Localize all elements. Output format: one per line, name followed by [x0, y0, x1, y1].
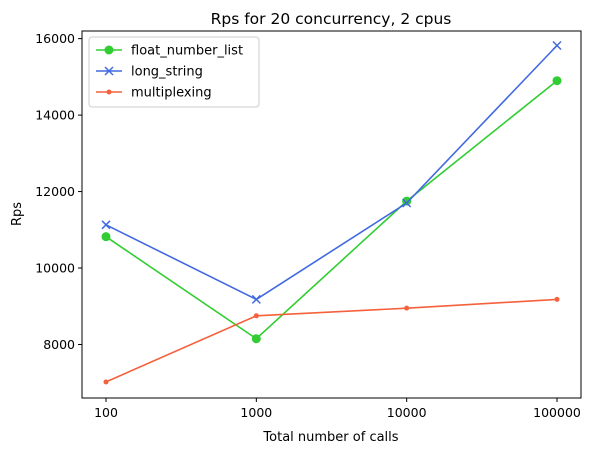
legend-box	[88, 36, 260, 108]
data-point-float_number_list-10000	[402, 196, 412, 206]
y-tick-label-12000: 12000	[35, 184, 75, 199]
series-line-long_string	[105, 44, 558, 301]
legend-label-long_string: long_string	[131, 65, 203, 80]
series-line-float_number_list	[105, 80, 558, 340]
legend: float_number_list long_string multiplexing	[88, 36, 260, 108]
data-point-multiplexing-1000	[253, 313, 259, 319]
x-tick-label-100: 100	[94, 405, 118, 420]
x-axis-label: Total number of calls	[262, 430, 398, 445]
data-point-long_string-1000	[251, 294, 261, 304]
x-tick-label-10000: 10000	[387, 405, 427, 420]
x-tick-label-1000: 1000	[240, 405, 272, 420]
x-axis: 100 1000 10000 100000	[94, 398, 581, 420]
legend-label-float_number_list: float_number_list	[131, 44, 243, 59]
data-point-long_string-100	[101, 220, 111, 230]
data-point-long_string-1000-stroke-b	[251, 294, 261, 304]
legend-marker-long_string	[104, 66, 114, 76]
y-tick-label-14000: 14000	[35, 108, 75, 123]
data-point-long_string-100000	[552, 40, 562, 51]
y-axis: 8000 10000 12000 14000 16000	[35, 31, 82, 352]
legend-marker-long_string-stroke-b	[104, 66, 114, 76]
plot-frame	[81, 30, 582, 399]
data-point-float_number_list-1000	[251, 334, 261, 344]
data-point-long_string-100000-stroke-b	[552, 40, 562, 51]
legend-label-multiplexing: multiplexing	[131, 86, 212, 101]
plot-marks	[101, 40, 562, 385]
legend-marker-multiplexing	[106, 89, 112, 95]
chart-title: Rps for 20 concurrency, 2 cpus	[211, 10, 452, 28]
y-axis-label: Rps	[10, 202, 25, 226]
series-line-multiplexing	[105, 298, 558, 383]
data-point-long_string-100-stroke-b	[101, 220, 111, 230]
data-point-multiplexing-100	[103, 379, 109, 385]
legend-marker-float_number_list	[104, 45, 114, 55]
y-tick-label-8000: 8000	[43, 337, 75, 352]
data-point-float_number_list-100	[101, 232, 111, 242]
x-tick-label-100000: 100000	[533, 405, 581, 420]
data-point-long_string-10000	[402, 198, 412, 208]
y-tick-label-16000: 16000	[35, 31, 75, 46]
y-tick-label-10000: 10000	[35, 261, 75, 276]
data-point-long_string-10000-stroke-b	[402, 198, 412, 208]
data-point-multiplexing-100000	[554, 296, 560, 302]
data-point-float_number_list-100000	[552, 76, 562, 86]
data-point-multiplexing-10000	[404, 305, 410, 311]
